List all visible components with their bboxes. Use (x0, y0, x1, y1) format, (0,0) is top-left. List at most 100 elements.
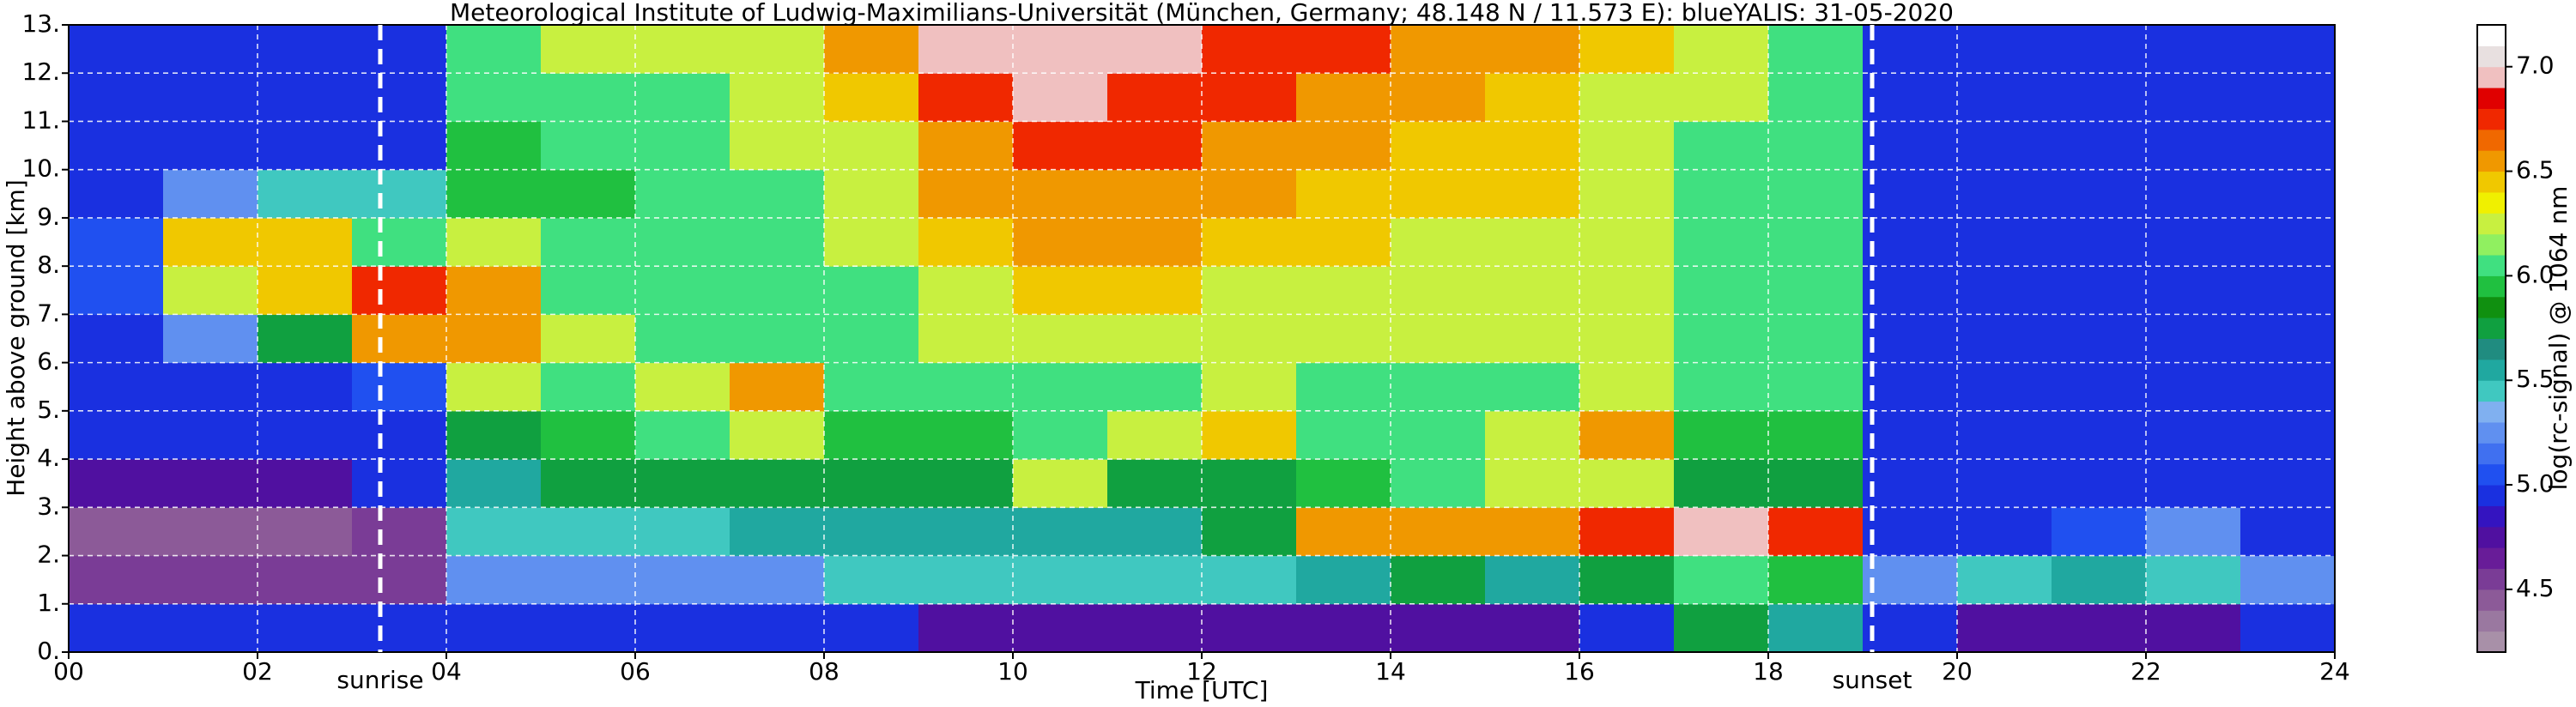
heatmap-cell (2146, 603, 2241, 653)
colorbar-swatch (2477, 317, 2506, 339)
x-tick-label: 22 (2131, 657, 2161, 686)
heatmap-cell (2240, 410, 2336, 460)
heatmap-cell (730, 73, 825, 122)
heatmap-cell (918, 555, 1014, 605)
colorbar-label: log(rc-signal) @ 1064 nm (2544, 186, 2573, 491)
x-tick-label: 16 (1564, 657, 1595, 686)
heatmap-cell (2146, 121, 2241, 171)
heatmap-cell (258, 459, 353, 508)
heatmap-cell (730, 507, 825, 557)
heatmap-cell (1579, 507, 1675, 557)
heatmap-cell (635, 603, 730, 653)
heatmap-cell (730, 555, 825, 605)
heatmap-cell (1863, 266, 1958, 315)
heatmap-cell (1957, 217, 2052, 267)
heatmap-cell (352, 459, 447, 508)
colorbar-swatch (2477, 171, 2506, 193)
heatmap-cell (1485, 603, 1580, 653)
heatmap-cell (541, 603, 636, 653)
heatmap-cell (163, 169, 258, 219)
heatmap-cell (1296, 121, 1391, 171)
heatmap-cell (1579, 121, 1675, 171)
heatmap-cell (1202, 217, 1297, 267)
heatmap-cell (1863, 121, 1958, 171)
annotation-label: sunset (1833, 666, 1912, 694)
colorbar-swatch (2477, 88, 2506, 109)
colorbar-swatch (2477, 463, 2506, 486)
heatmap-cell (1391, 266, 1486, 315)
colorbar-swatch (2477, 568, 2506, 590)
heatmap-cell (1013, 459, 1108, 508)
x-tick-label: 06 (620, 657, 651, 686)
heatmap-cell (1674, 217, 1769, 267)
x-tick-label: 04 (431, 657, 462, 686)
heatmap-cell (1768, 73, 1864, 122)
heatmap-cell (1579, 169, 1675, 219)
heatmap-cell (1391, 314, 1486, 364)
heatmap-cell (1013, 410, 1108, 460)
heatmap-cell (69, 603, 164, 653)
heatmap-cell (2052, 217, 2147, 267)
heatmap-cell (1202, 314, 1297, 364)
heatmap-cell (1957, 507, 2052, 557)
heatmap-cell (1863, 603, 1958, 653)
y-tick-label: 12. (21, 57, 60, 86)
colorbar-swatch (2477, 505, 2506, 528)
heatmap-cell (2146, 169, 2241, 219)
heatmap-cell (446, 507, 542, 557)
colorbar-swatch (2477, 421, 2506, 444)
heatmap-cell (446, 169, 542, 219)
x-tick-label: 02 (242, 657, 273, 686)
heatmap-cell (1863, 362, 1958, 412)
heatmap-cell (1202, 555, 1297, 605)
heatmap-cell (1957, 121, 2052, 171)
heatmap-cell (69, 121, 164, 171)
heatmap-cell (2240, 603, 2336, 653)
heatmap-cell (69, 362, 164, 412)
heatmap-cell (635, 73, 730, 122)
heatmap-cell (1863, 410, 1958, 460)
heatmap-cell (730, 266, 825, 315)
heatmap-cell (163, 73, 258, 122)
heatmap-cell (352, 603, 447, 653)
heatmap-cell (1391, 25, 1486, 74)
colorbar-tick-label: 5.0 (2516, 469, 2555, 498)
heatmap-cell (1013, 362, 1108, 412)
colorbar-swatch (2477, 45, 2506, 68)
x-tick-label: 10 (997, 657, 1028, 686)
heatmap-cell (1674, 121, 1769, 171)
heatmap-cell (446, 25, 542, 74)
colorbar-swatch (2477, 191, 2506, 214)
y-tick-label: 7. (37, 299, 60, 327)
heatmap-cell (1296, 73, 1391, 122)
heatmap-cell (258, 362, 353, 412)
heatmap-cell (2146, 217, 2241, 267)
heatmap-cell (446, 459, 542, 508)
heatmap-cell (1863, 217, 1958, 267)
heatmap-cell (730, 25, 825, 74)
colorbar-swatch (2477, 213, 2506, 235)
heatmap-cell (1863, 459, 1958, 508)
x-axis-label: Time [UTC] (1135, 676, 1269, 704)
heatmap-cell (635, 217, 730, 267)
heatmap-cell (1485, 507, 1580, 557)
heatmap-cell (1391, 169, 1486, 219)
heatmap-cell (2052, 314, 2147, 364)
colorbar-swatch (2477, 526, 2506, 548)
heatmap-cell (258, 121, 353, 171)
heatmap-cell (1485, 217, 1580, 267)
heatmap-cell (1579, 73, 1675, 122)
heatmap-cell (1674, 314, 1769, 364)
heatmap-cell (541, 314, 636, 364)
heatmap-cell (1013, 73, 1108, 122)
heatmap-cell (730, 410, 825, 460)
heatmap-cell (541, 555, 636, 605)
heatmap-cell (2146, 507, 2241, 557)
chart-title: Meteorological Institute of Ludwig-Maxim… (450, 0, 1954, 27)
heatmap-cell (352, 121, 447, 171)
heatmap-cell (824, 459, 919, 508)
y-tick-label: 13. (21, 9, 60, 38)
heatmap-cell (352, 25, 447, 74)
heatmap-cell (1107, 603, 1203, 653)
